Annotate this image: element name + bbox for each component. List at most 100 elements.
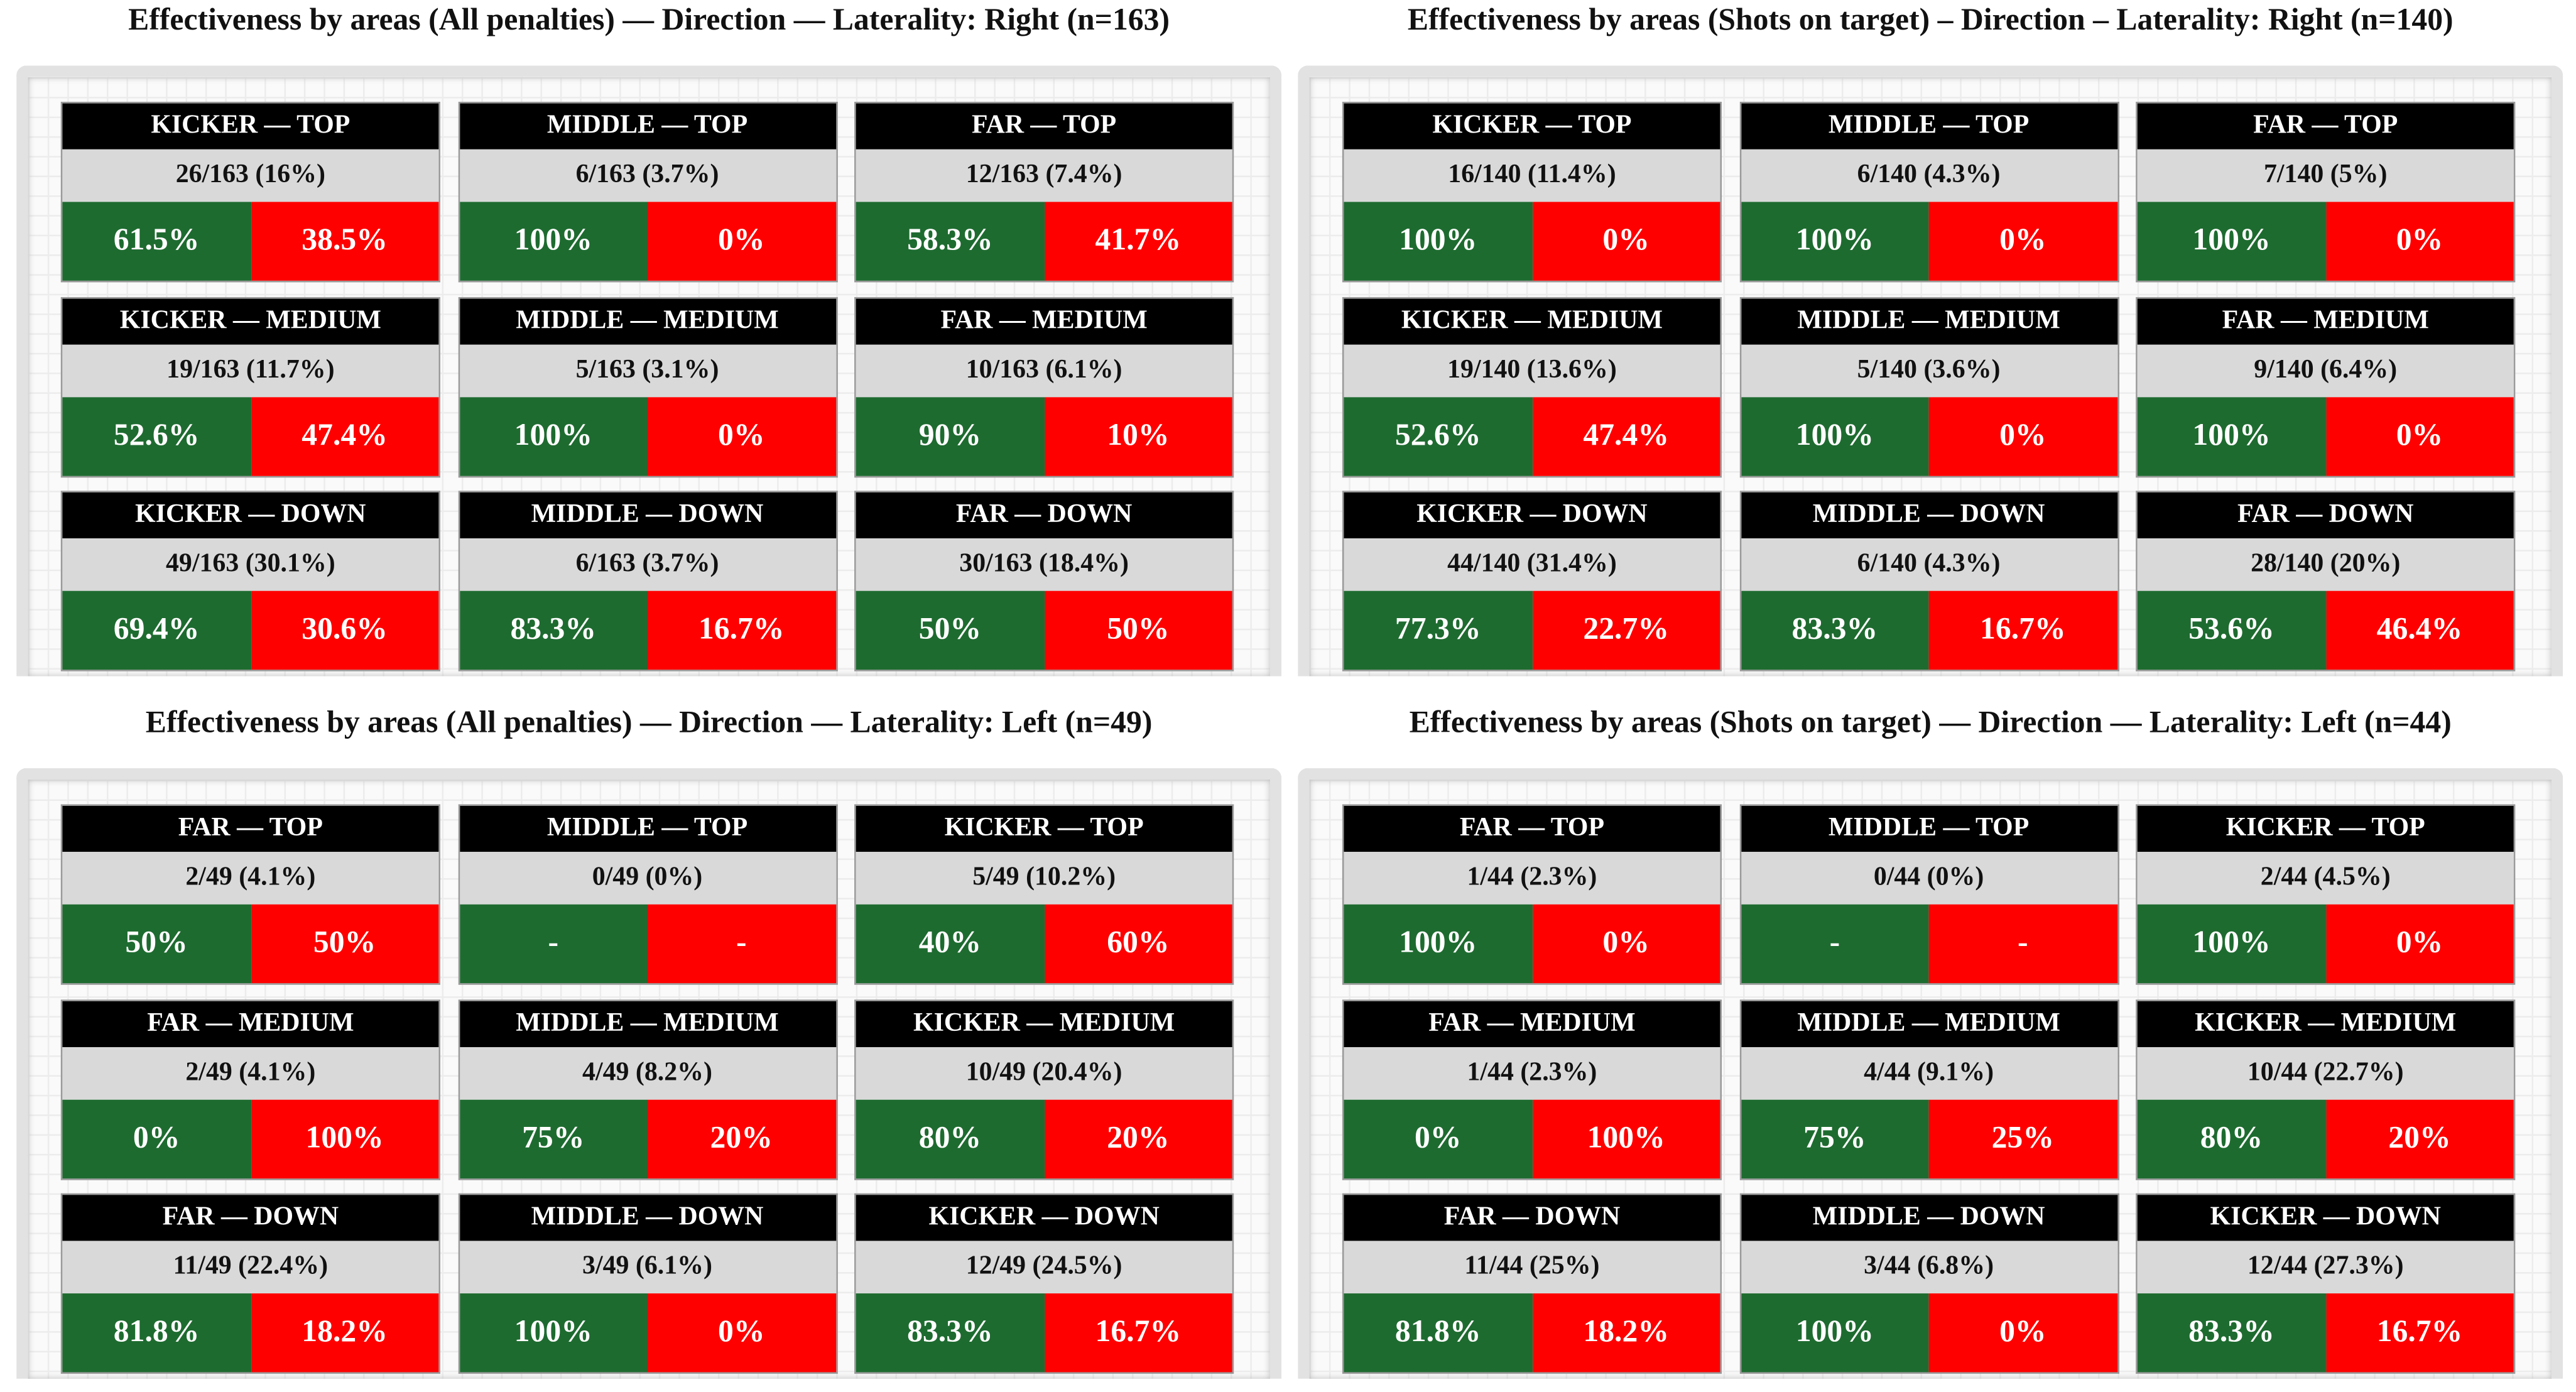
- fail-rate: 16.7%: [647, 590, 835, 670]
- zone-label: KICKER — MEDIUM: [1344, 298, 1720, 344]
- zone-label: FAR — MEDIUM: [856, 298, 1232, 344]
- zone-cell: FAR — TOP 1/44 (2.3%) 100% 0%: [1342, 804, 1722, 985]
- success-rate: 81.8%: [1344, 1293, 1532, 1373]
- fail-rate: 47.4%: [1531, 396, 1720, 476]
- zone-cell: KICKER — TOP 2/44 (4.5%) 100% 0%: [2136, 804, 2516, 985]
- fail-rate: 60%: [1044, 904, 1232, 984]
- zone-count: 4/44 (9.1%): [1741, 1046, 2117, 1099]
- zone-cell: MIDDLE — DOWN 6/163 (3.7%) 83.3% 16.7%: [457, 491, 837, 672]
- zone-label: MIDDLE — DOWN: [1741, 492, 2117, 539]
- fail-rate: 20%: [1044, 1099, 1232, 1178]
- success-rate: 100%: [2137, 202, 2326, 281]
- zone-cell: MIDDLE — TOP 0/44 (0%) - -: [1739, 804, 2119, 985]
- zone-label: FAR — TOP: [62, 805, 439, 852]
- zone-count: 0/44 (0%): [1741, 852, 2117, 905]
- fail-rate: 30.6%: [250, 590, 439, 670]
- fail-rate: 100%: [250, 1099, 439, 1178]
- success-rate: 50%: [62, 904, 251, 984]
- success-rate: 100%: [459, 202, 648, 281]
- zone-count: 5/163 (3.1%): [459, 344, 835, 397]
- zone-label: MIDDLE — TOP: [459, 103, 835, 150]
- fail-rate: 10%: [1044, 396, 1232, 476]
- zone-cell: FAR — MEDIUM 2/49 (4.1%) 0% 100%: [60, 999, 440, 1180]
- success-rate: 83.3%: [459, 590, 648, 670]
- zone-count: 10/163 (6.1%): [856, 344, 1232, 397]
- zone-cell: KICKER — MEDIUM 19/163 (11.7%) 52.6% 47.4%: [60, 296, 440, 477]
- zone-count: 4/49 (8.2%): [459, 1046, 835, 1099]
- zone-label: KICKER — TOP: [1344, 103, 1720, 150]
- zone-cell: MIDDLE — DOWN 3/44 (6.8%) 100% 0%: [1739, 1193, 2119, 1374]
- success-rate: 100%: [1741, 1293, 1929, 1373]
- zone-label: KICKER — MEDIUM: [62, 298, 439, 344]
- fail-rate: 0%: [647, 396, 835, 476]
- zone-label: MIDDLE — MEDIUM: [1741, 1000, 2117, 1047]
- zone-count: 19/140 (13.6%): [1344, 344, 1720, 397]
- zone-cell: MIDDLE — MEDIUM 4/49 (8.2%) 75% 20%: [457, 999, 837, 1180]
- zone-count: 6/140 (4.3%): [1741, 538, 2117, 591]
- fail-rate: 16.7%: [2325, 1293, 2514, 1373]
- success-rate: 83.3%: [856, 1293, 1045, 1373]
- zone-cell: MIDDLE — MEDIUM 4/44 (9.1%) 75% 25%: [1739, 999, 2119, 1180]
- fail-rate: 41.7%: [1044, 202, 1232, 281]
- fail-rate: 22.7%: [1531, 590, 1720, 670]
- zone-count: 0/49 (0%): [459, 852, 835, 905]
- zone-label: FAR — DOWN: [2137, 492, 2514, 539]
- zone-count: 5/49 (10.2%): [856, 852, 1232, 905]
- zone-label: KICKER — TOP: [2137, 805, 2514, 852]
- success-rate: 77.3%: [1344, 590, 1532, 670]
- zone-cell: FAR — TOP 12/163 (7.4%) 58.3% 41.7%: [854, 102, 1234, 283]
- fail-rate: 16.7%: [1044, 1293, 1232, 1373]
- success-rate: 100%: [1741, 202, 1929, 281]
- zone-count: 16/140 (11.4%): [1344, 149, 1720, 202]
- zone-label: FAR — TOP: [2137, 103, 2514, 150]
- fail-rate: 20%: [647, 1099, 835, 1178]
- fail-rate: 18.2%: [1531, 1293, 1720, 1373]
- success-rate: 0%: [62, 1099, 251, 1178]
- fail-rate: 0%: [1531, 202, 1720, 281]
- zone-label: KICKER — TOP: [62, 103, 439, 150]
- zone-count: 30/163 (18.4%): [856, 538, 1232, 591]
- zone-label: KICKER — DOWN: [856, 1195, 1232, 1241]
- fail-rate: 0%: [2325, 396, 2514, 476]
- fail-rate: 46.4%: [2325, 590, 2514, 670]
- success-rate: 100%: [2137, 396, 2326, 476]
- zone-cell: FAR — DOWN 11/49 (22.4%) 81.8% 18.2%: [60, 1193, 440, 1374]
- fail-rate: 18.2%: [250, 1293, 439, 1373]
- zone-count: 6/163 (3.7%): [459, 149, 835, 202]
- zone-count: 1/44 (2.3%): [1344, 852, 1720, 905]
- success-rate: 53.6%: [2137, 590, 2326, 670]
- zone-count: 28/140 (20%): [2137, 538, 2514, 591]
- zone-cell: KICKER — TOP 26/163 (16%) 61.5% 38.5%: [60, 102, 440, 283]
- zone-cell: KICKER — TOP 16/140 (11.4%) 100% 0%: [1342, 102, 1722, 283]
- zone-count: 12/44 (27.3%): [2137, 1241, 2514, 1294]
- zone-count: 5/140 (3.6%): [1741, 344, 2117, 397]
- panel-title: Effectiveness by areas (All penalties) —…: [145, 705, 1153, 741]
- success-rate: 100%: [1741, 396, 1929, 476]
- fail-rate: 25%: [1928, 1099, 2117, 1178]
- zone-cell: KICKER — DOWN 44/140 (31.4%) 77.3% 22.7%: [1342, 491, 1722, 672]
- zone-cell: MIDDLE — MEDIUM 5/163 (3.1%) 100% 0%: [457, 296, 837, 477]
- success-rate: 80%: [2137, 1099, 2326, 1178]
- zone-label: MIDDLE — DOWN: [459, 492, 835, 539]
- success-rate: 40%: [856, 904, 1045, 984]
- zone-count: 11/44 (25%): [1344, 1241, 1720, 1294]
- zone-label: MIDDLE — MEDIUM: [459, 298, 835, 344]
- success-rate: 80%: [856, 1099, 1045, 1178]
- zone-count: 2/49 (4.1%): [62, 852, 439, 905]
- zone-label: MIDDLE — MEDIUM: [1741, 298, 2117, 344]
- zone-cell: MIDDLE — TOP 6/163 (3.7%) 100% 0%: [457, 102, 837, 283]
- zone-label: FAR — DOWN: [62, 1195, 439, 1241]
- fail-rate: -: [1928, 904, 2117, 984]
- panel-title: Effectiveness by areas (Shots on target)…: [1409, 705, 2452, 741]
- zone-label: KICKER — MEDIUM: [856, 1000, 1232, 1047]
- zone-label: MIDDLE — TOP: [459, 805, 835, 852]
- fail-rate: 0%: [1928, 1293, 2117, 1373]
- fail-rate: 0%: [647, 202, 835, 281]
- fail-rate: 0%: [647, 1293, 835, 1373]
- success-rate: 52.6%: [1344, 396, 1532, 476]
- zone-label: MIDDLE — TOP: [1741, 103, 2117, 150]
- zone-label: KICKER — MEDIUM: [2137, 1000, 2514, 1047]
- panel-title: Effectiveness by areas (All penalties) —…: [128, 3, 1170, 38]
